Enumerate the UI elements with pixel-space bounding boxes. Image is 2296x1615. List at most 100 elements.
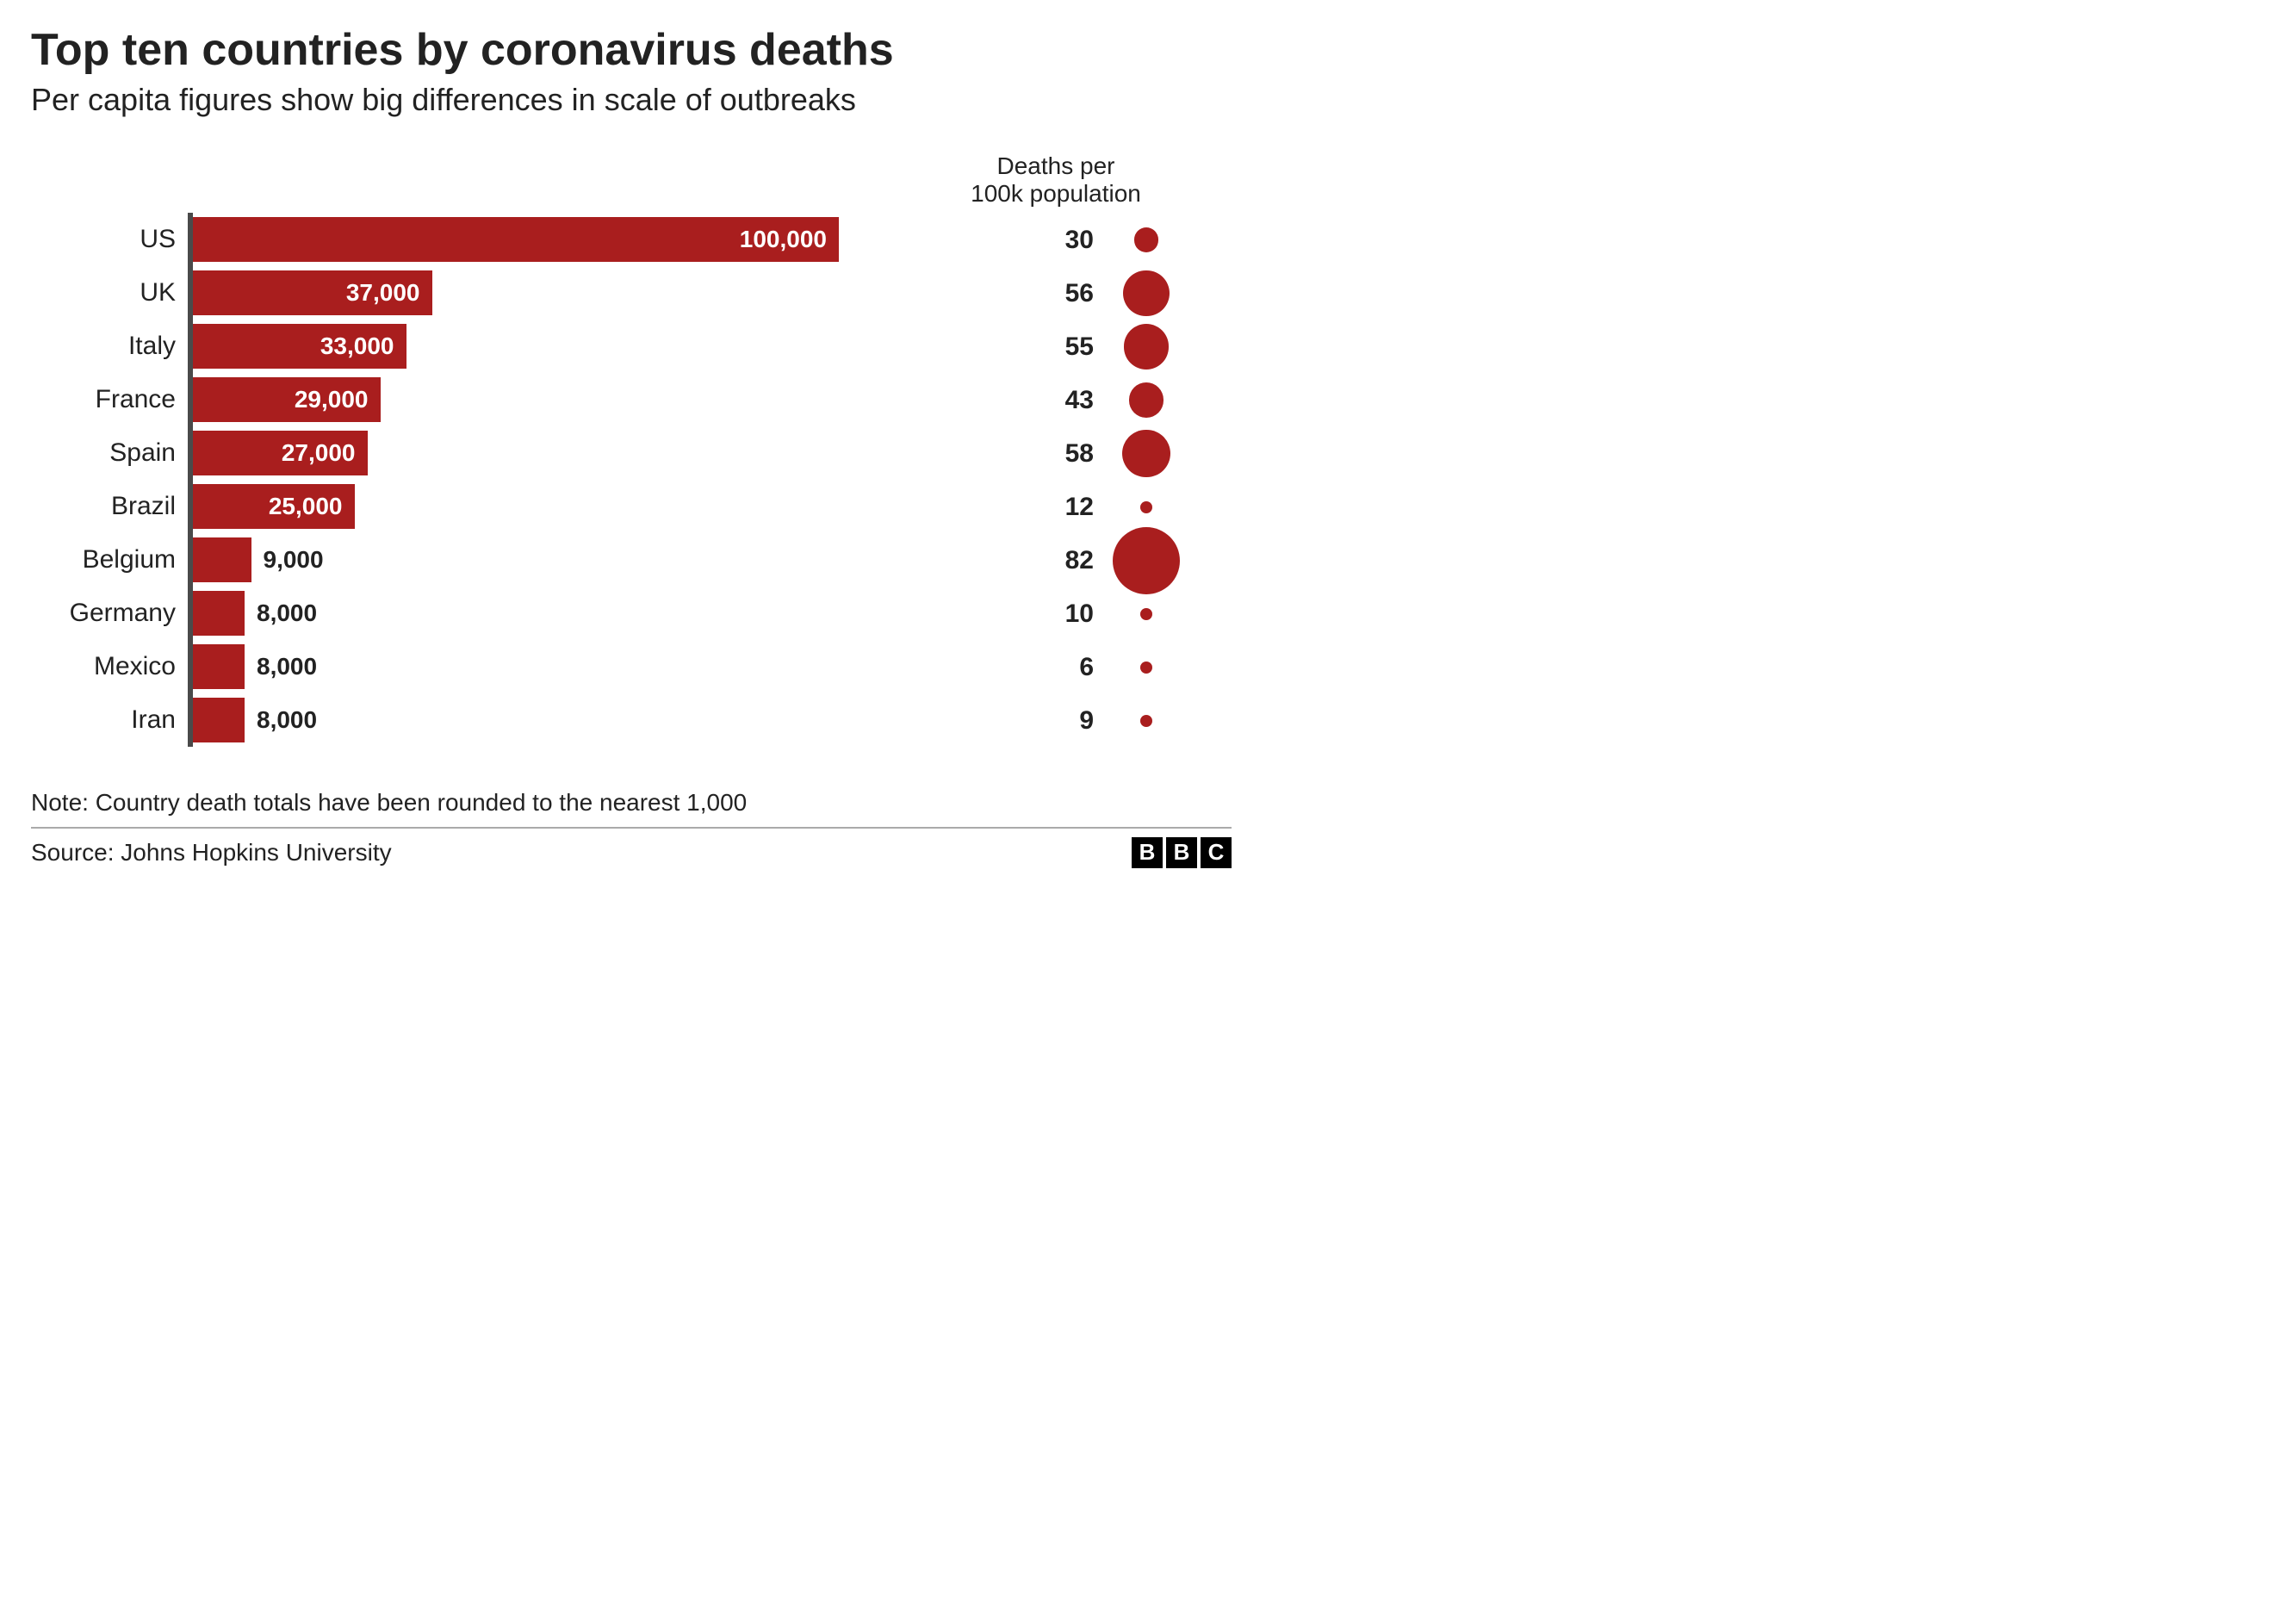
bar-row: Iran8,000 [31, 693, 892, 747]
per-capita-circle [1129, 382, 1164, 418]
bar: 37,000 [193, 270, 432, 315]
bar-value-label: 29,000 [295, 386, 381, 413]
bar-track: 100,000 [193, 213, 892, 266]
per-capita-value: 56 [927, 279, 1097, 308]
bar-track: 9,000 [193, 533, 892, 587]
per-capita-value: 30 [927, 226, 1097, 255]
per-capita-circle-holder [1108, 382, 1185, 418]
per-capita-header-line2: 100k population [971, 180, 1141, 207]
country-label: UK [31, 278, 188, 307]
per-capita-row: 12 [927, 481, 1185, 534]
bar-value-label: 33,000 [320, 332, 406, 360]
per-capita-row: 6 [927, 641, 1185, 694]
per-capita-value: 55 [927, 332, 1097, 362]
bar-track: 25,000 [193, 480, 892, 533]
per-capita-circle-holder [1108, 715, 1185, 727]
country-label: France [31, 385, 188, 414]
per-capita-circle-holder [1108, 270, 1185, 316]
bar-row: US 100,000 [31, 213, 892, 266]
chart-footer: Source: Johns Hopkins University B B C [31, 837, 1232, 868]
bar-track: 37,000 [193, 266, 892, 320]
per-capita-circle [1140, 501, 1152, 513]
per-capita-value: 6 [927, 653, 1097, 682]
per-capita-circle [1140, 608, 1152, 620]
chart-subtitle: Per capita figures show big differences … [31, 82, 1232, 118]
per-capita-circle [1123, 270, 1169, 316]
country-label: Italy [31, 332, 188, 361]
bar-row: France 29,000 [31, 373, 892, 426]
bar-value-label: 37,000 [346, 279, 432, 307]
bar-row: UK 37,000 [31, 266, 892, 320]
per-capita-row: 56 [927, 267, 1185, 320]
bar-value-label: 9,000 [251, 546, 324, 574]
per-capita-row: 82 [927, 534, 1185, 587]
bar-track: 27,000 [193, 426, 892, 480]
bar-track: 8,000 [193, 587, 892, 640]
bar-value-label: 100,000 [740, 226, 839, 253]
per-capita-circle [1140, 715, 1152, 727]
per-capita-circle-holder [1108, 527, 1185, 594]
per-capita-row: 58 [927, 427, 1185, 481]
bbc-logo-b2: B [1166, 837, 1197, 868]
bar-row: Italy 33,000 [31, 320, 892, 373]
per-capita-value: 58 [927, 439, 1097, 469]
country-label: Brazil [31, 492, 188, 521]
per-capita-circle [1113, 527, 1180, 594]
per-capita-value: 12 [927, 493, 1097, 522]
country-label: Mexico [31, 652, 188, 681]
bbc-logo-c: C [1201, 837, 1232, 868]
per-capita-row: 10 [927, 587, 1185, 641]
chart-note: Note: Country death totals have been rou… [31, 789, 1232, 817]
bar: 100,000 [193, 217, 839, 262]
per-capita-circle-holder [1108, 227, 1185, 252]
per-capita-circle [1124, 324, 1169, 369]
per-capita-column: Deaths per 100k population 30 56 55 43 58 12 8… [927, 152, 1185, 747]
bbc-logo-b1: B [1132, 837, 1163, 868]
per-capita-value: 82 [927, 546, 1097, 575]
country-label: Spain [31, 438, 188, 468]
bar: 29,000 [193, 377, 381, 422]
country-label: US [31, 225, 188, 254]
per-capita-circle-holder [1108, 608, 1185, 620]
per-capita-circle [1122, 430, 1170, 477]
country-label: Iran [31, 705, 188, 735]
footer-divider [31, 827, 1232, 829]
per-capita-header-line1: Deaths per [997, 152, 1115, 179]
bar-value-label: 8,000 [245, 706, 317, 734]
per-capita-circle-holder [1108, 501, 1185, 513]
bar-row: Belgium 9,000 [31, 533, 892, 587]
chart-title: Top ten countries by coronavirus deaths [31, 26, 1232, 75]
bar-track: 8,000 [193, 693, 892, 747]
bar: 8,000 [193, 591, 245, 636]
bar: 27,000 [193, 431, 368, 475]
bars-column: US 100,000 UK 37,000 Italy 33,000 France 29,000… [31, 152, 892, 747]
per-capita-row: 9 [927, 694, 1185, 748]
bar-row: Mexico8,000 [31, 640, 892, 693]
per-capita-circle-holder [1108, 430, 1185, 477]
chart-area: US 100,000 UK 37,000 Italy 33,000 France 29,000… [31, 152, 1232, 747]
bar-track: 29,000 [193, 373, 892, 426]
bar: 8,000 [193, 644, 245, 689]
bars-header-spacer [31, 152, 892, 213]
per-capita-circle-holder [1108, 662, 1185, 674]
bar-row: Spain 27,000 [31, 426, 892, 480]
per-capita-header: Deaths per 100k population [927, 152, 1185, 208]
per-capita-value: 43 [927, 386, 1097, 415]
chart-source: Source: Johns Hopkins University [31, 839, 392, 867]
bar-track: 33,000 [193, 320, 892, 373]
bbc-logo: B B C [1132, 837, 1232, 868]
country-label: Belgium [31, 545, 188, 575]
per-capita-circle [1140, 662, 1152, 674]
per-capita-circle-holder [1108, 324, 1185, 369]
per-capita-row: 43 [927, 374, 1185, 427]
per-capita-row: 55 [927, 320, 1185, 374]
bar-track: 8,000 [193, 640, 892, 693]
bar: 8,000 [193, 698, 245, 742]
bar: 25,000 [193, 484, 355, 529]
bar-value-label: 27,000 [282, 439, 368, 467]
bar: 33,000 [193, 324, 406, 369]
per-capita-row: 30 [927, 214, 1185, 267]
country-label: Germany [31, 599, 188, 628]
bar-value-label: 8,000 [245, 599, 317, 627]
bar-value-label: 8,000 [245, 653, 317, 680]
